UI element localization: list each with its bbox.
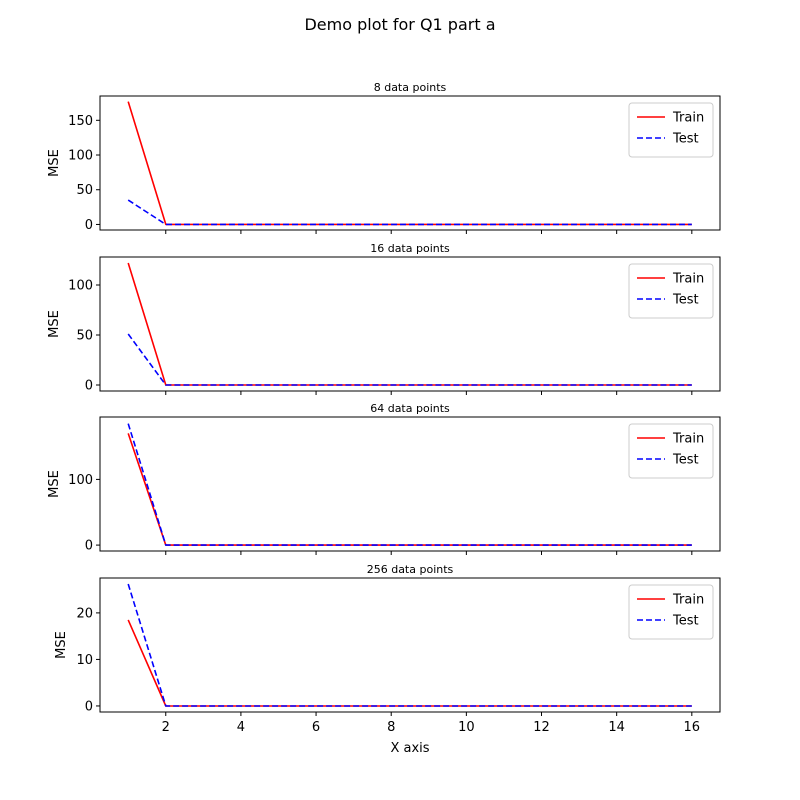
legend-label: Test [672,453,699,468]
subplot-title: 16 data points [370,242,450,255]
y-tick-label: 100 [68,149,93,164]
axes-frame [99,577,721,713]
x-tick-label: 16 [684,720,701,735]
y-tick-label: 150 [68,114,93,129]
x-tick-label: 4 [237,720,245,735]
axes-frame [99,95,721,231]
legend: Train Test [628,423,714,479]
legend-label: Train [672,593,704,608]
legend-label: Train [672,432,704,447]
y-tick-label: 20 [76,606,93,621]
legend-label: Train [672,272,704,287]
legend: Train Test [628,102,714,158]
axes-frame [99,256,721,392]
y-tick-label: 100 [68,279,93,294]
x-tick-label: 14 [608,720,625,735]
x-tick-label: 6 [312,720,320,735]
subplot-3: 64 data points 0 100 MSE Train Test [47,402,721,555]
y-tick-label: 10 [76,653,93,668]
series-line-test [127,583,692,707]
series-line-test [127,199,692,226]
series-line-test [127,423,692,546]
legend-label: Test [672,614,699,629]
y-tick-label: 50 [76,329,93,344]
y-axis-label: MSE [47,470,62,498]
y-axis-label: MSE [54,631,69,659]
subplot-2: 16 data points 0 50 100 MSE Train Test [47,242,721,395]
x-tick-label: 2 [162,720,170,735]
legend: Train Test [628,584,714,640]
x-tick-label: 8 [387,720,395,735]
x-tick-label: 12 [533,720,550,735]
figure-title: Demo plot for Q1 part a [304,15,495,34]
subplot-title: 8 data points [374,81,447,94]
y-tick-label: 100 [68,473,93,488]
subplot-1: 8 data points 0 50 100 150 MSE Train Test [47,81,721,234]
y-axis-label: MSE [47,310,62,338]
subplot-title: 64 data points [370,402,450,415]
y-tick-label: 0 [85,379,93,394]
subplot-title: 256 data points [367,563,454,576]
x-tick-label: 10 [458,720,475,735]
y-tick-label: 0 [85,218,93,233]
y-tick-label: 0 [85,539,93,554]
x-axis-label: X axis [390,741,429,756]
legend-label: Test [672,293,699,308]
subplot-4: 256 data points 0 10 20 2 4 6 8 10 12 14 16 MSE X axi… [54,563,721,756]
y-tick-label: 0 [85,699,93,714]
legend-label: Test [672,132,699,147]
y-tick-label: 50 [76,183,93,198]
series-line-test [127,333,692,386]
axes-frame [99,416,721,552]
legend-label: Train [672,111,704,126]
legend: Train Test [628,263,714,319]
y-axis-label: MSE [47,149,62,177]
